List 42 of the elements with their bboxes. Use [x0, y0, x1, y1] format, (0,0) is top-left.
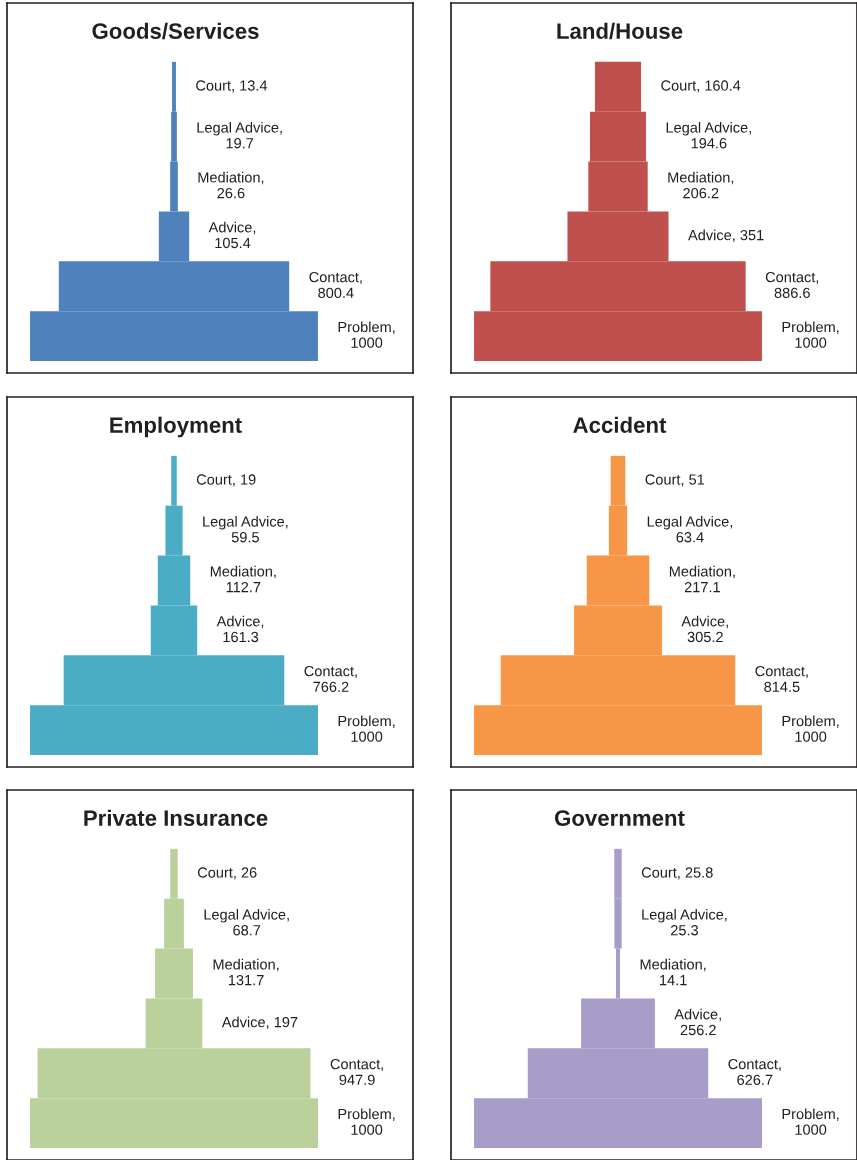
- data-label: Problem, 1000: [338, 321, 395, 348]
- data-label: Court, 25.8: [641, 867, 713, 880]
- data-label: Contact, 886.6: [765, 271, 819, 298]
- data-label: Legal Advice, 63.4: [647, 515, 733, 543]
- data-label: Advice, 256.2: [674, 1008, 721, 1036]
- data-label: Advice, 105.4: [208, 221, 256, 249]
- data-label: Problem, 1000: [782, 321, 839, 348]
- data-label: Mediation, 206.2: [668, 171, 734, 199]
- data-label: Legal Advice, 68.7: [204, 908, 289, 936]
- data-label: Court, 160.4: [661, 80, 741, 93]
- data-label: Advice, 197: [221, 1016, 298, 1030]
- data-label: Contact, 766.2: [304, 665, 357, 692]
- data-label: Problem, 1000: [782, 715, 839, 742]
- data-label: Court, 51: [645, 474, 705, 487]
- text: Land/House: [557, 22, 683, 40]
- text: Government: [554, 810, 685, 826]
- data-label: Mediation, 217.1: [669, 565, 735, 593]
- data-label: Problem, 1000: [782, 1108, 839, 1135]
- data-label: Mediation, 112.7: [210, 565, 276, 593]
- data-label: Contact, 947.9: [330, 1058, 383, 1085]
- data-label: Advice, 305.2: [681, 615, 728, 643]
- data-label: Contact, 626.7: [728, 1058, 781, 1085]
- text: Accident: [573, 416, 667, 433]
- data-label: Court, 19: [196, 474, 256, 487]
- data-label: Advice, 351: [688, 229, 764, 243]
- data-label: Court, 26: [197, 867, 257, 880]
- data-label: Contact, 800.4: [309, 271, 362, 298]
- data-label: Court, 13.4: [196, 80, 268, 93]
- data-label: Mediation, 131.7: [213, 958, 279, 986]
- text: Employment: [110, 416, 242, 438]
- data-label: Problem, 1000: [338, 1108, 395, 1135]
- data-label: Contact, 814.5: [755, 665, 808, 692]
- data-label: Legal Advice, 194.6: [666, 121, 751, 149]
- data-label: Legal Advice, 19.7: [197, 121, 282, 149]
- data-label: Legal Advice, 59.5: [203, 515, 288, 543]
- data-label: Mediation, 26.6: [198, 171, 264, 199]
- data-label: Legal Advice, 25.3: [642, 908, 727, 936]
- data-label: Advice, 161.3: [216, 615, 264, 643]
- text: Goods/Services: [92, 22, 259, 40]
- data-label: Mediation, 14.1: [640, 958, 706, 986]
- data-label: Problem, 1000: [338, 715, 395, 742]
- text: Private Insurance: [84, 809, 268, 826]
